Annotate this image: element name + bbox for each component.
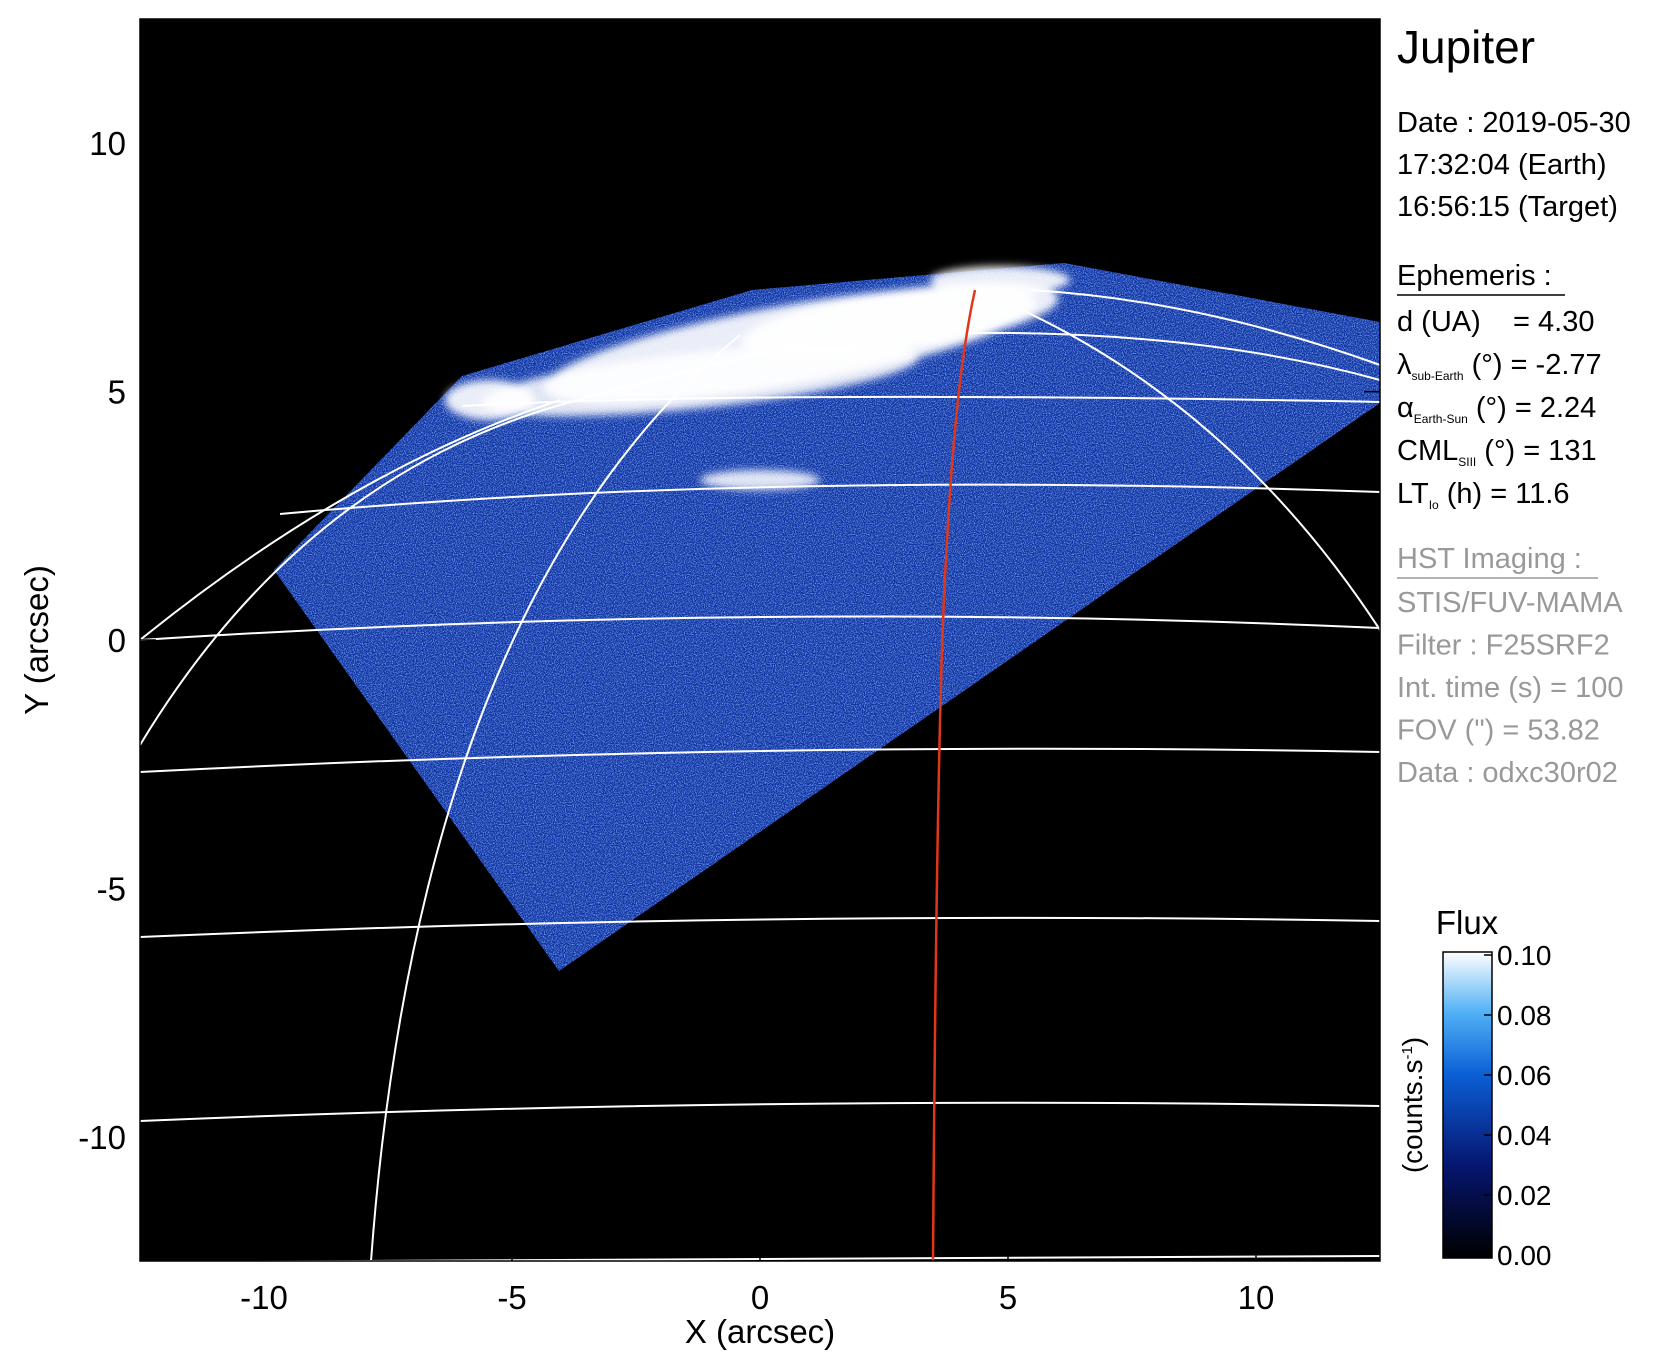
ephemeris-value: (°) = 131: [1476, 435, 1596, 467]
date-line: 16:56:15 (Target): [1397, 191, 1618, 223]
imaging-line: Int. time (s) = 100: [1397, 672, 1623, 704]
colorbar-tick-label: 0.00: [1497, 1240, 1552, 1271]
colorbar-tick-label: 0.04: [1497, 1120, 1552, 1151]
date-line: 17:32:04 (Earth): [1397, 149, 1607, 181]
plot-area: [140, 19, 1380, 1261]
ephemeris-line: λsub-Earth (°) = -2.77: [1397, 349, 1602, 383]
lat-lon-grid: [140, 289, 1380, 1261]
x-tick-label: 0: [751, 1279, 769, 1316]
ephemeris-line: d (UA) = 4.30: [1397, 306, 1594, 338]
colorbar-tick-label: 0.02: [1497, 1180, 1552, 1211]
colorbar: [1442, 951, 1493, 1259]
central-meridian: [931, 289, 977, 1261]
ephemeris-symbol: CML: [1397, 435, 1458, 467]
x-tick-label: 5: [999, 1279, 1017, 1316]
aurora: [445, 266, 1070, 490]
ephemeris-value: (°) = 2.24: [1468, 392, 1596, 424]
panel-title: Jupiter: [1397, 21, 1535, 73]
ephemeris-line: LTIo (h) = 11.6: [1397, 478, 1570, 512]
x-tick-label: 10: [1238, 1279, 1275, 1316]
ephemeris-symbol: LT: [1397, 478, 1429, 510]
ephemeris-symbol: λ: [1397, 349, 1412, 381]
x-tick-label: -10: [240, 1279, 288, 1316]
imaging-line: Data : odxc30r02: [1397, 757, 1618, 789]
colorbar-tick-label: 0.10: [1497, 940, 1552, 971]
ephemeris-value: (°) = -2.77: [1464, 349, 1602, 381]
date-line: Date : 2019-05-30: [1397, 107, 1631, 139]
colorbar-tick-label: 0.08: [1497, 1000, 1552, 1031]
colorbar-label: (counts.s-1): [1397, 1037, 1428, 1173]
imaging-line: STIS/FUV-MAMA: [1397, 587, 1623, 619]
colorbar-title: Flux: [1436, 904, 1499, 941]
ephemeris-symbol: α: [1397, 392, 1414, 424]
colorbar-label-end: ): [1397, 1037, 1428, 1046]
x-tick-label: -5: [497, 1279, 526, 1316]
x-axis-label: X (arcsec): [685, 1313, 835, 1350]
ephemeris-value: (h) = 11.6: [1439, 478, 1570, 510]
ephemeris-header: Ephemeris :: [1397, 260, 1552, 292]
imaging-line: Filter : F25SRF2: [1397, 630, 1610, 662]
ephemeris-sub: Io: [1429, 498, 1439, 512]
ephemeris-symbol: d (UA) = 4.30: [1397, 306, 1594, 338]
ephemeris-line: CMLSIII (°) = 131: [1397, 435, 1597, 469]
y-axis-label: Y (arcsec): [18, 565, 55, 715]
ephemeris-sub: SIII: [1458, 455, 1476, 469]
y-tick-label: 10: [89, 125, 126, 162]
ephemeris-sub: sub-Earth: [1412, 369, 1464, 383]
ephemeris-sub: Earth-Sun: [1414, 412, 1468, 426]
y-tick-label: -10: [78, 1119, 126, 1156]
ephemeris-line: αEarth-Sun (°) = 2.24: [1397, 392, 1596, 426]
colorbar-label-text: (counts.s: [1397, 1060, 1428, 1174]
colorbar-label-sup: -1: [1399, 1046, 1416, 1059]
imaging-line: FOV (") = 53.82: [1397, 715, 1600, 747]
y-tick-label: -5: [97, 870, 126, 907]
y-tick-label: 0: [108, 622, 126, 659]
colorbar-tick-label: 0.06: [1497, 1060, 1552, 1091]
imaging-header: HST Imaging :: [1397, 543, 1582, 575]
y-tick-label: 5: [108, 374, 126, 411]
